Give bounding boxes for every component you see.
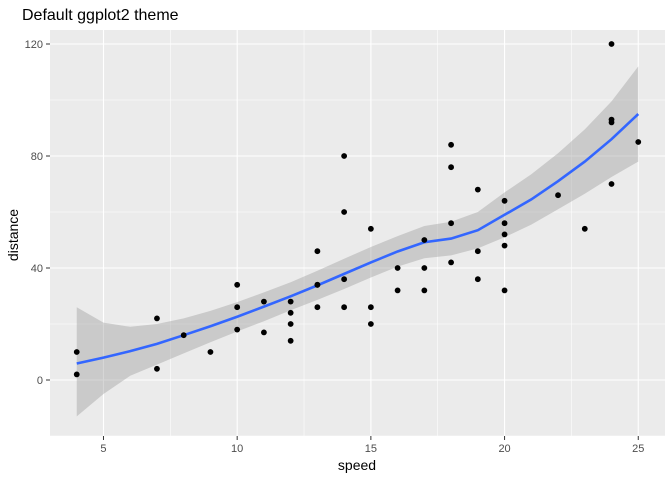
data-point bbox=[394, 287, 401, 294]
y-tick-label: 40 bbox=[31, 263, 43, 275]
data-point bbox=[287, 309, 294, 316]
data-point bbox=[421, 237, 428, 243]
data-point bbox=[73, 349, 80, 355]
data-point bbox=[180, 332, 187, 339]
data-point bbox=[501, 287, 508, 294]
data-point bbox=[501, 231, 508, 238]
data-point bbox=[608, 116, 615, 123]
data-point bbox=[608, 41, 615, 47]
plot-panel bbox=[50, 30, 665, 436]
data-point bbox=[207, 349, 214, 355]
data-point bbox=[501, 242, 508, 249]
data-point bbox=[608, 181, 615, 187]
data-point bbox=[314, 248, 321, 255]
data-point bbox=[394, 265, 401, 271]
confidence-ribbon bbox=[76, 66, 639, 417]
data-point bbox=[448, 220, 454, 227]
data-point bbox=[555, 192, 561, 199]
points-layer bbox=[73, 41, 642, 378]
data-point bbox=[341, 153, 348, 159]
data-point bbox=[154, 365, 160, 372]
data-point bbox=[341, 209, 348, 215]
data-point bbox=[287, 321, 294, 327]
x-tick-label: 10 bbox=[231, 443, 243, 455]
data-point bbox=[474, 248, 481, 255]
x-tick-label: 15 bbox=[365, 443, 377, 455]
data-point bbox=[367, 304, 374, 311]
x-tick-label: 20 bbox=[498, 443, 510, 455]
data-point bbox=[287, 337, 294, 344]
data-point bbox=[448, 259, 454, 266]
y-axis-title: distance bbox=[5, 209, 21, 261]
x-axis: 5 10 15 20 25 bbox=[100, 436, 644, 455]
data-point bbox=[261, 298, 267, 305]
y-tick-label: 0 bbox=[37, 375, 43, 387]
y-axis: 0 40 80 120 bbox=[25, 39, 50, 387]
data-point bbox=[367, 321, 374, 327]
chart-title: Default ggplot2 theme bbox=[22, 7, 179, 24]
data-point bbox=[501, 197, 508, 204]
data-point bbox=[234, 281, 241, 288]
x-tick-label: 5 bbox=[100, 443, 106, 455]
y-tick-label: 120 bbox=[25, 39, 43, 51]
data-point bbox=[234, 326, 241, 333]
data-point bbox=[448, 141, 454, 148]
x-axis-title: speed bbox=[338, 457, 376, 473]
data-point bbox=[635, 139, 642, 145]
data-point bbox=[314, 304, 321, 311]
data-point bbox=[474, 186, 481, 193]
smooth-line bbox=[76, 113, 640, 365]
data-point bbox=[314, 281, 321, 288]
data-point bbox=[581, 225, 588, 232]
data-point bbox=[501, 220, 508, 227]
data-point bbox=[341, 304, 348, 311]
data-point bbox=[367, 225, 374, 232]
data-point bbox=[474, 276, 481, 283]
grid-minor bbox=[50, 30, 665, 437]
data-point bbox=[234, 304, 241, 311]
data-point bbox=[154, 315, 160, 322]
x-tick-label: 25 bbox=[632, 443, 644, 455]
data-point bbox=[261, 329, 267, 336]
data-point bbox=[421, 265, 428, 271]
data-point bbox=[287, 298, 294, 305]
data-point bbox=[73, 371, 80, 378]
data-point bbox=[421, 287, 428, 294]
grid-major bbox=[50, 30, 665, 436]
data-point bbox=[341, 276, 348, 283]
data-point bbox=[448, 164, 454, 171]
y-tick-label: 80 bbox=[31, 151, 43, 163]
